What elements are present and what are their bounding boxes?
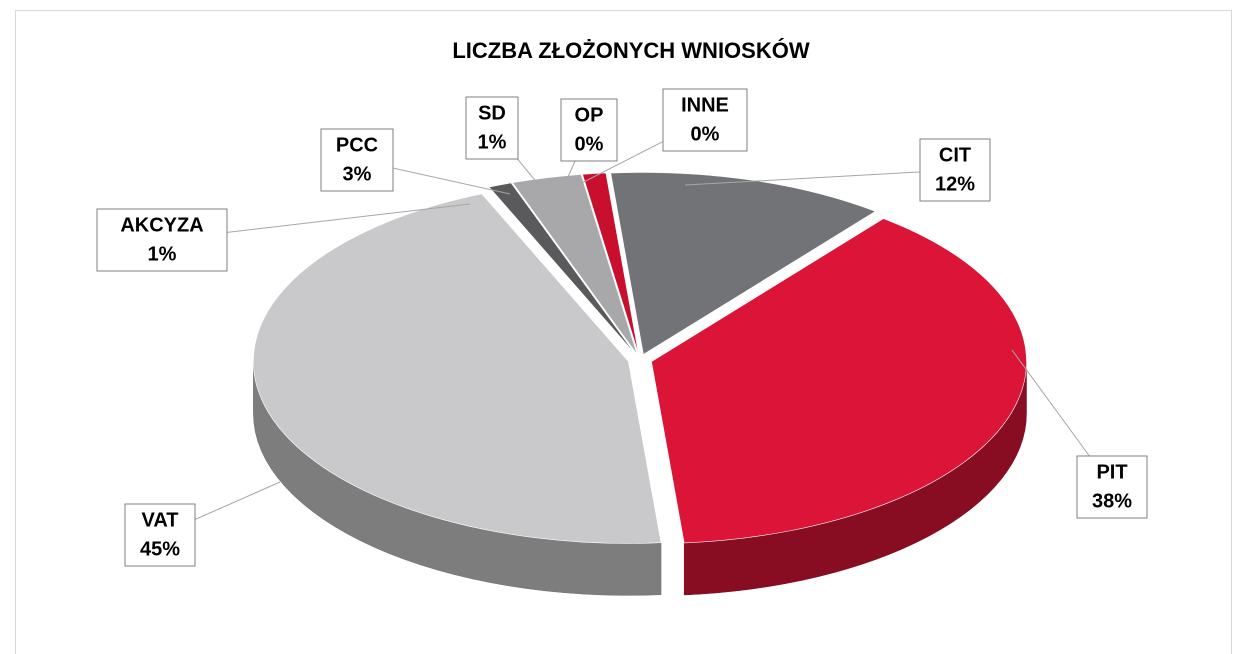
data-label: 0% — [691, 123, 720, 145]
data-label: 38% — [1092, 490, 1132, 512]
data-label: 45% — [140, 538, 180, 560]
label-box — [465, 96, 519, 160]
label-category: PCC — [336, 134, 378, 156]
label-category: PIT — [1096, 461, 1127, 483]
label-category: OP — [575, 104, 604, 126]
label-category: INNE — [681, 94, 729, 116]
label-box — [96, 208, 228, 272]
label-category: CIT — [939, 144, 971, 166]
data-label: 1% — [148, 243, 177, 265]
label-box — [1076, 455, 1148, 519]
label-category: AKCYZA — [120, 214, 203, 236]
data-label: 1% — [478, 131, 507, 153]
data-label: 12% — [935, 173, 975, 195]
slice — [582, 172, 639, 355]
label-category: SD — [478, 102, 506, 124]
slice — [651, 218, 1027, 544]
data-label: 0% — [575, 133, 604, 155]
label-box — [662, 88, 748, 152]
slice — [605, 172, 640, 355]
label-box — [320, 128, 394, 192]
label-box — [124, 503, 196, 567]
data-label: 3% — [343, 163, 372, 185]
chart-title: LICZBA ZŁOŻONYCH WNIOSKÓW — [452, 38, 809, 63]
slice — [610, 172, 877, 355]
leader-line — [684, 169, 956, 186]
slice — [488, 182, 636, 355]
label-box — [560, 98, 618, 162]
label-category: VAT — [141, 509, 178, 531]
slice — [253, 193, 662, 544]
label-box — [919, 138, 991, 202]
slice — [512, 174, 638, 355]
